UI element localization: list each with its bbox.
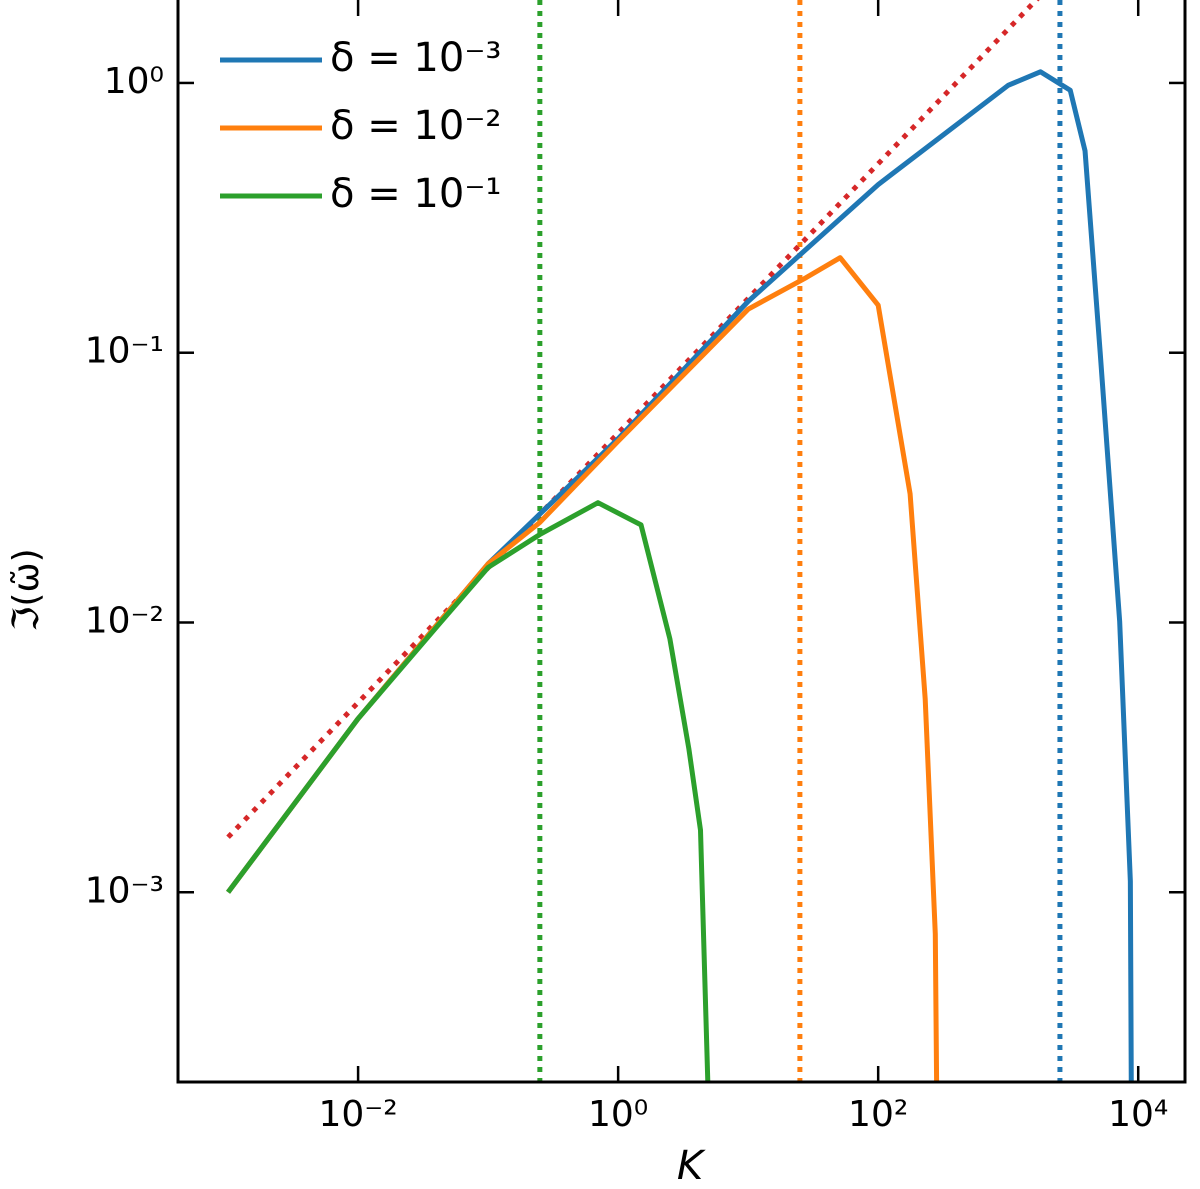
y-tick-label: 10⁻²: [85, 600, 164, 641]
x-axis-label: K: [677, 1143, 706, 1189]
x-tick-label: 10²: [848, 1094, 908, 1135]
series-line: [226, 69, 1134, 1082]
y-axis-label: ℑ(ω̃): [6, 548, 47, 631]
y-tick-label: 10⁰: [104, 61, 164, 102]
series-line: [226, 500, 711, 1082]
legend-label: δ = 10⁻²: [330, 103, 501, 149]
x-tick-label: 10⁻²: [318, 1094, 397, 1135]
series-line: [226, 255, 940, 1082]
legend-label: δ = 10⁻³: [330, 35, 501, 81]
y-tick-label: 10⁻¹: [85, 331, 164, 372]
y-tick-label: 10⁻³: [85, 870, 164, 911]
axes-frame: [176, 0, 1187, 1084]
asymptote-line: [226, 0, 1040, 839]
x-tick-label: 10⁴: [1108, 1094, 1168, 1135]
x-tick-label: 10⁰: [588, 1094, 648, 1135]
plot-area: [226, 0, 1134, 1082]
legend-label: δ = 10⁻¹: [330, 171, 501, 217]
